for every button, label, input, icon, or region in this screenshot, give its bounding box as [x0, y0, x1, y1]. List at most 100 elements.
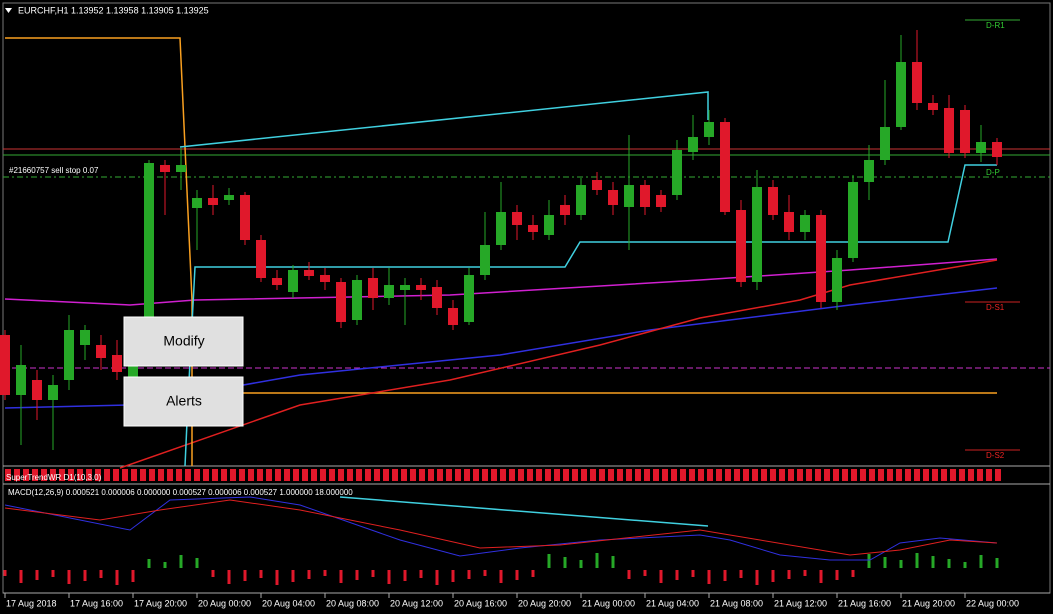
macd-bar — [563, 557, 567, 568]
alerts-button[interactable]: Alerts — [123, 376, 244, 427]
supertrend-cell — [293, 469, 299, 481]
supertrend-cell — [662, 469, 668, 481]
candle — [800, 215, 810, 232]
macd-bar — [403, 570, 407, 581]
supertrend-cell — [626, 469, 632, 481]
candle — [512, 212, 522, 225]
candle — [256, 240, 266, 278]
candle — [336, 282, 346, 322]
candle — [240, 195, 250, 240]
button-text[interactable]: Modify — [163, 333, 204, 349]
level-s1: D-S1 — [986, 303, 1005, 312]
supertrend-cell — [230, 469, 236, 481]
candle — [496, 212, 506, 245]
supertrend-cell — [950, 469, 956, 481]
candle — [304, 270, 314, 276]
macd-bar — [515, 570, 519, 580]
time-label: 17 Aug 16:00 — [70, 598, 123, 608]
supertrend-cell — [203, 469, 209, 481]
supertrend-cell — [410, 469, 416, 481]
supertrend-cell — [887, 469, 893, 481]
candle — [160, 165, 170, 172]
time-label: 20 Aug 16:00 — [454, 598, 507, 608]
supertrend-cell — [311, 469, 317, 481]
macd-bar — [115, 570, 119, 585]
time-label: 17 Aug 2018 — [6, 598, 57, 608]
candle — [272, 278, 282, 285]
macd-bar — [819, 570, 823, 583]
macd-bar — [771, 570, 775, 582]
supertrend-cell — [770, 469, 776, 481]
supertrend-cell — [32, 469, 38, 481]
supertrend-cell — [779, 469, 785, 481]
menu-triangle — [5, 8, 12, 13]
candle — [704, 122, 714, 137]
modify-button[interactable]: Modify — [123, 316, 244, 367]
supertrend-cell — [734, 469, 740, 481]
indicator-line — [4, 496, 998, 561]
macd-bar — [595, 553, 599, 568]
candle — [896, 62, 906, 127]
supertrend-cell — [113, 469, 119, 481]
macd-bar — [803, 570, 807, 576]
candle — [688, 137, 698, 152]
macd-bar — [99, 570, 103, 578]
candle — [320, 275, 330, 282]
macd-bar — [691, 570, 695, 577]
macd-bar — [531, 570, 535, 577]
time-label: 20 Aug 04:00 — [262, 598, 315, 608]
candle — [736, 210, 746, 282]
supertrend-cell — [959, 469, 965, 481]
supertrend-cell — [275, 469, 281, 481]
level-s2: D-S2 — [986, 451, 1005, 460]
button-box[interactable] — [123, 376, 244, 427]
supertrend-cell — [194, 469, 200, 481]
supertrend-cell — [122, 469, 128, 481]
macd-bar — [51, 570, 55, 577]
candle — [16, 365, 26, 395]
candle — [816, 215, 826, 302]
supertrend-cell — [788, 469, 794, 481]
supertrend-cell — [491, 469, 497, 481]
supertrend-cell — [392, 469, 398, 481]
candle — [848, 182, 858, 258]
plot — [0, 2, 1051, 598]
candle — [112, 355, 122, 372]
button-text[interactable]: Alerts — [166, 393, 202, 409]
supertrend-cell — [635, 469, 641, 481]
supertrend-cell — [302, 469, 308, 481]
supertrend-cell — [464, 469, 470, 481]
candle — [448, 308, 458, 325]
macd-bar — [899, 560, 903, 568]
supertrend-label: SuperTrendWR D1(10,3.0) — [6, 473, 102, 482]
supertrend-cell — [401, 469, 407, 481]
level-r1: D-R1 — [986, 21, 1005, 30]
macd-bar — [355, 570, 359, 580]
supertrend-cell — [923, 469, 929, 481]
candle — [720, 122, 730, 212]
time-label: 20 Aug 00:00 — [198, 598, 251, 608]
macd-bar — [755, 570, 759, 585]
candle — [928, 103, 938, 110]
candle — [608, 190, 618, 205]
supertrend-cell — [878, 469, 884, 481]
supertrend-cell — [716, 469, 722, 481]
macd-bar — [3, 570, 7, 576]
macd-bar — [147, 559, 151, 568]
macd-label: MACD(12,26,9) 0.000521 0.000006 0.000000… — [8, 488, 353, 497]
candle — [576, 185, 586, 215]
supertrend-cell — [95, 469, 101, 481]
candle — [64, 330, 74, 380]
supertrend-cell — [518, 469, 524, 481]
supertrend-cell — [149, 469, 155, 481]
candle — [528, 225, 538, 232]
supertrend-cell — [5, 469, 11, 481]
supertrend-cell — [167, 469, 173, 481]
supertrend-cell — [248, 469, 254, 481]
supertrend-cell — [581, 469, 587, 481]
candle — [192, 198, 202, 208]
button-box[interactable] — [123, 316, 244, 367]
candle — [48, 385, 58, 400]
supertrend-cell — [365, 469, 371, 481]
